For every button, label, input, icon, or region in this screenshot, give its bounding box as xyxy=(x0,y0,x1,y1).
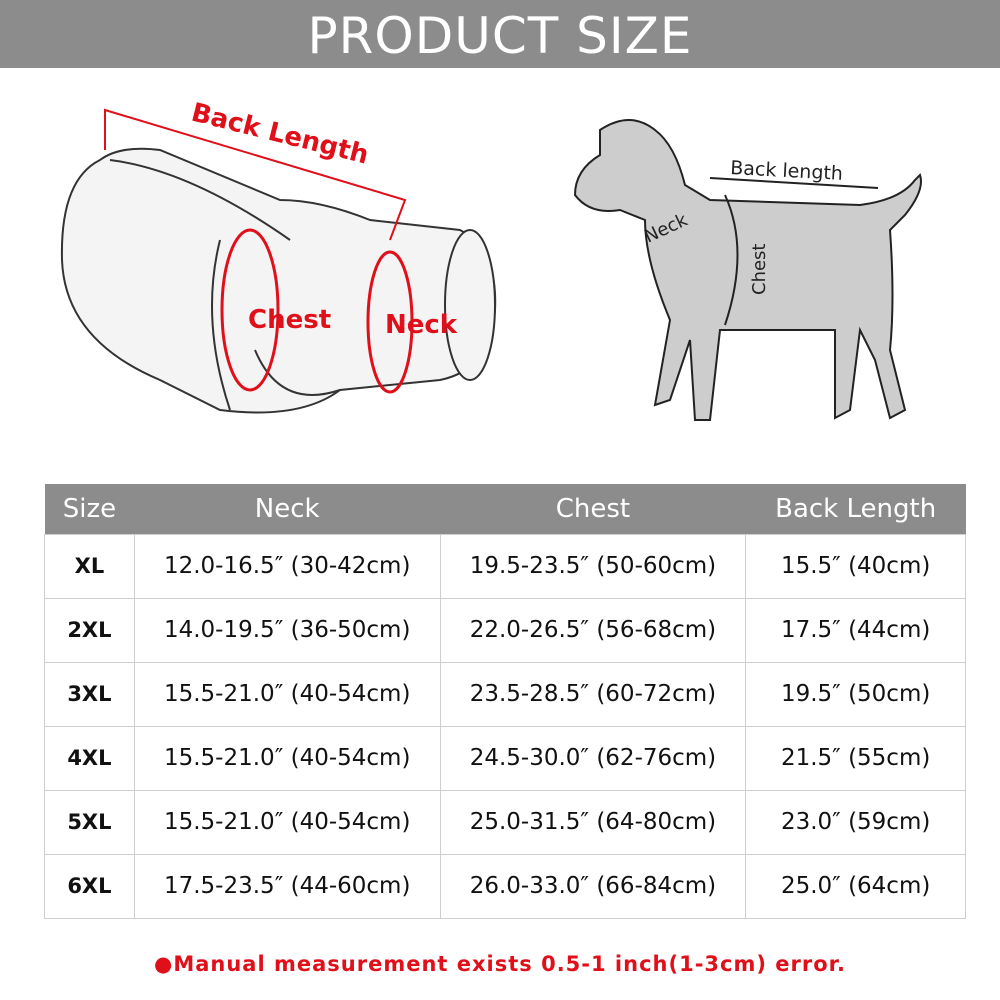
table-header-row: Size Neck Chest Back Length xyxy=(44,484,966,534)
coat-illustration xyxy=(60,147,497,414)
coat-neck-label: Neck xyxy=(385,310,458,340)
size-cell: 3XL xyxy=(44,661,135,727)
chest-measure-arrow-icon xyxy=(220,228,280,392)
header-back-length: Back Length xyxy=(745,484,966,534)
back-length-cell: 25.0″ (64cm) xyxy=(745,853,966,919)
back-length-cell: 15.5″ (40cm) xyxy=(745,533,966,599)
chest-cell: 26.0-33.0″ (66-84cm) xyxy=(439,853,747,919)
chest-arrow-icon xyxy=(724,194,739,326)
size-cell: 2XL xyxy=(44,597,135,663)
table-row: 5XL 15.5-21.0″ (40-54cm) 25.0-31.5″ (64-80… xyxy=(44,789,966,855)
measurement-note: ●Manual measurement exists 0.5-1 inch(1-… xyxy=(154,952,846,976)
size-cell: 6XL xyxy=(44,853,135,919)
back-length-cell: 19.5″ (50cm) xyxy=(745,661,966,727)
table-row: 2XL 14.0-19.5″ (36-50cm) 22.0-26.5″ (56-68… xyxy=(44,597,966,663)
size-cell: 5XL xyxy=(44,789,135,855)
neck-cell: 14.0-19.5″ (36-50cm) xyxy=(133,597,441,663)
neck-cell: 12.0-16.5″ (30-42cm) xyxy=(133,533,441,599)
chest-cell: 22.0-26.5″ (56-68cm) xyxy=(439,597,747,663)
table-row: XL 12.0-16.5″ (30-42cm) 19.5-23.5″ (50-60c… xyxy=(44,533,966,599)
size-cell: 4XL xyxy=(44,725,135,791)
neck-cell: 17.5-23.5″ (44-60cm) xyxy=(133,853,441,919)
table-row: 4XL 15.5-21.0″ (40-54cm) 24.5-30.0″ (62-76… xyxy=(44,725,966,791)
header-size: Size xyxy=(44,484,135,534)
header-chest: Chest xyxy=(440,484,746,534)
back-length-cell: 17.5″ (44cm) xyxy=(745,597,966,663)
chest-cell: 24.5-30.0″ (62-76cm) xyxy=(439,725,747,791)
coat-chest-label: Chest xyxy=(248,305,331,335)
chest-cell: 19.5-23.5″ (50-60cm) xyxy=(439,533,747,599)
chest-cell: 25.0-31.5″ (64-80cm) xyxy=(439,789,747,855)
table-row: 3XL 15.5-21.0″ (40-54cm) 23.5-28.5″ (60-72… xyxy=(44,661,966,727)
dog-diagram: Back length Neck Chest xyxy=(573,119,922,421)
neck-cell: 15.5-21.0″ (40-54cm) xyxy=(133,725,441,791)
neck-cell: 15.5-21.0″ (40-54cm) xyxy=(133,789,441,855)
back-length-cell: 23.0″ (59cm) xyxy=(745,789,966,855)
header-neck: Neck xyxy=(134,484,441,534)
neck-measure-arrow-icon xyxy=(366,250,414,394)
back-length-cell: 21.5″ (55cm) xyxy=(745,725,966,791)
dog-chest-label: Chest xyxy=(749,244,770,296)
size-table: Size Neck Chest Back Length XL 12.0-16.5″… xyxy=(44,484,966,919)
chest-cell: 23.5-28.5″ (60-72cm) xyxy=(439,661,747,727)
table-row: 6XL 17.5-23.5″ (44-60cm) 26.0-33.0″ (66-84… xyxy=(44,853,966,919)
neck-cell: 15.5-21.0″ (40-54cm) xyxy=(133,661,441,727)
coat-back-length-label: Back Length xyxy=(188,98,371,171)
dog-silhouette xyxy=(573,119,922,421)
page-title: PRODUCT SIZE xyxy=(0,0,1000,68)
size-cell: XL xyxy=(44,533,135,599)
coat-diagram: Back Length Chest Neck xyxy=(60,98,497,414)
